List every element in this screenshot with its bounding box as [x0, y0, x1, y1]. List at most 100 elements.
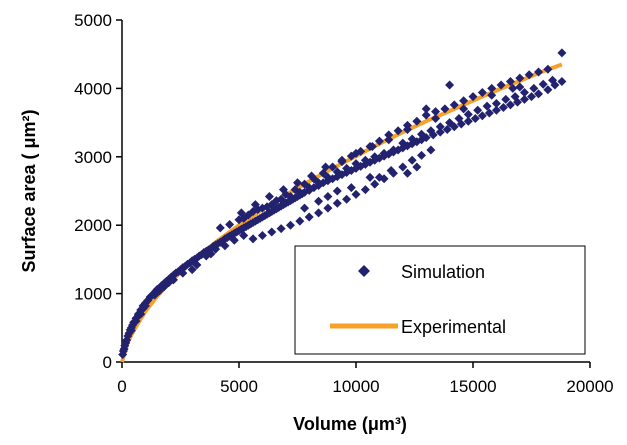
simulation-point — [463, 116, 473, 126]
simulation-point — [529, 83, 539, 93]
simulation-point — [508, 83, 518, 93]
simulation-point — [164, 278, 174, 288]
simulation-point — [459, 104, 469, 114]
experimental-curve — [120, 62, 563, 363]
simulation-point — [534, 67, 544, 77]
simulation-point — [543, 85, 553, 95]
simulation-point — [435, 122, 445, 132]
simulation-point — [342, 163, 352, 173]
experimental-series — [120, 62, 563, 363]
simulation-point — [367, 142, 377, 152]
x-tick-label: 0 — [117, 377, 126, 396]
simulation-point — [133, 310, 143, 320]
x-axis-ticks: 0 5000 10000 15000 20000 — [117, 362, 614, 396]
simulation-point — [295, 216, 305, 226]
simulation-point — [236, 208, 246, 218]
simulation-point — [519, 88, 529, 98]
simulation-point — [515, 82, 525, 92]
simulation-point — [250, 200, 260, 210]
simulation-point — [407, 155, 417, 165]
simulation-point — [257, 230, 267, 240]
simulation-point — [498, 103, 508, 113]
simulation-point — [314, 178, 324, 188]
simulation-point — [491, 105, 501, 115]
simulation-point — [421, 104, 431, 114]
simulation-point — [264, 191, 274, 201]
simulation-point — [337, 155, 347, 165]
legend: Simulation Experimental — [294, 245, 586, 355]
simulation-point — [229, 235, 239, 245]
simulation-point — [285, 191, 295, 201]
y-axis-ticks: 0 1000 2000 3000 4000 5000 — [74, 11, 122, 372]
simulation-point — [435, 127, 445, 137]
simulation-point — [421, 110, 431, 120]
simulation-point — [374, 136, 384, 146]
simulation-point — [426, 126, 436, 136]
simulation-point — [154, 286, 164, 296]
simulation-point — [484, 108, 494, 118]
simulation-point — [328, 162, 338, 172]
simulation-point — [295, 187, 305, 197]
y-tick-label: 3000 — [74, 148, 112, 167]
legend-simulation-label: Simulation — [401, 262, 485, 282]
simulation-point — [365, 172, 375, 182]
simulation-point — [407, 134, 417, 144]
y-tick-label: 0 — [103, 353, 112, 372]
simulation-point — [477, 88, 487, 98]
simulation-point — [398, 138, 408, 148]
x-tick-label: 20000 — [566, 377, 613, 396]
simulation-point — [501, 94, 511, 104]
simulation-point — [211, 244, 221, 254]
simulation-point — [351, 148, 361, 158]
simulation-point — [342, 194, 352, 204]
simulation-point — [323, 191, 333, 201]
simulation-point — [285, 220, 295, 230]
simulation-point — [370, 152, 380, 162]
simulation-point — [449, 100, 459, 110]
simulation-point — [445, 80, 455, 90]
simulation-point — [440, 104, 450, 114]
simulation-point — [388, 145, 398, 155]
y-tick-label: 1000 — [74, 285, 112, 304]
simulation-point — [496, 80, 506, 90]
simulation-point — [417, 129, 427, 139]
simulation-point — [323, 172, 333, 182]
simulation-point — [431, 113, 441, 123]
simulation-point — [374, 172, 384, 182]
simulation-point — [351, 189, 361, 199]
simulation-point — [468, 92, 478, 102]
simulation-point — [487, 90, 497, 100]
simulation-point — [393, 126, 403, 136]
simulation-point — [473, 105, 483, 115]
simulation-point — [332, 186, 342, 196]
simulation-point — [178, 268, 188, 278]
y-tick-label: 4000 — [74, 79, 112, 98]
simulation-point — [314, 196, 324, 206]
simulation-point — [314, 208, 324, 218]
simulation-point — [138, 304, 148, 314]
simulation-point — [206, 249, 216, 259]
x-tick-label: 5000 — [220, 377, 258, 396]
simulation-point — [300, 203, 310, 213]
simulation-point — [384, 130, 394, 140]
simulation-point — [267, 227, 277, 237]
simulation-point — [248, 207, 258, 217]
simulation-point — [215, 223, 225, 233]
simulation-point — [402, 124, 412, 134]
simulation-point — [491, 98, 501, 108]
simulation-point — [346, 183, 356, 193]
simulation-point — [445, 118, 455, 128]
simulation-point — [538, 79, 548, 89]
simulation-point — [519, 94, 529, 104]
simulation-point — [505, 77, 515, 87]
x-tick-label: 10000 — [332, 377, 379, 396]
simulation-point — [431, 107, 441, 117]
simulation-point — [543, 64, 553, 74]
simulation-point — [386, 165, 396, 175]
x-axis-title: Volume (μm³) — [293, 414, 407, 434]
simulation-point — [187, 265, 197, 275]
simulation-point — [477, 111, 487, 121]
simulation-point — [360, 185, 370, 195]
y-tick-label: 2000 — [74, 216, 112, 235]
